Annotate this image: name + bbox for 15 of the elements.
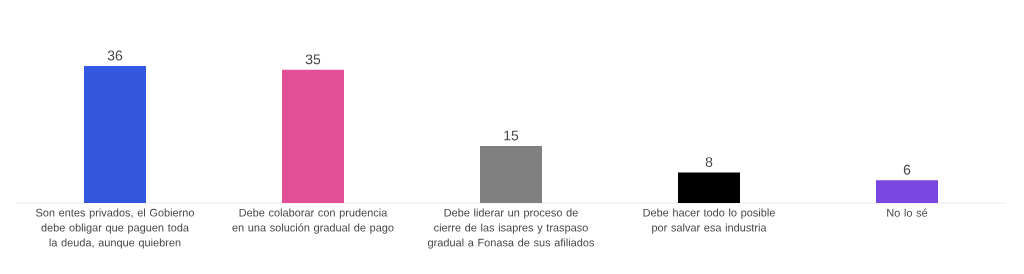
x-tick-label: Debe colaborar con prudencia en una solución gradual de pago [232, 208, 394, 234]
x-tick-label: Debe liderar un proceso de cierre de las isapres y traspaso gradual a Fonasa de sus afiliados [428, 208, 595, 249]
bar [282, 69, 344, 203]
data-label: 8 [705, 157, 713, 168]
bar [876, 180, 938, 203]
data-label: 6 [903, 164, 911, 175]
data-label: 35 [305, 54, 321, 65]
x-tick-label: Debe hacer todo lo posible por salvar esa industria [643, 208, 775, 234]
data-label: 15 [504, 130, 519, 141]
bar [84, 66, 146, 203]
bar [480, 145, 542, 203]
bar [678, 172, 740, 203]
x-tick-label: Son entes privados, el Gobierno debe obligar que paguen toda la deuda, aunque quiebren [36, 208, 194, 249]
data-label: 36 [107, 50, 123, 61]
x-tick-label: No lo sé [887, 208, 928, 217]
